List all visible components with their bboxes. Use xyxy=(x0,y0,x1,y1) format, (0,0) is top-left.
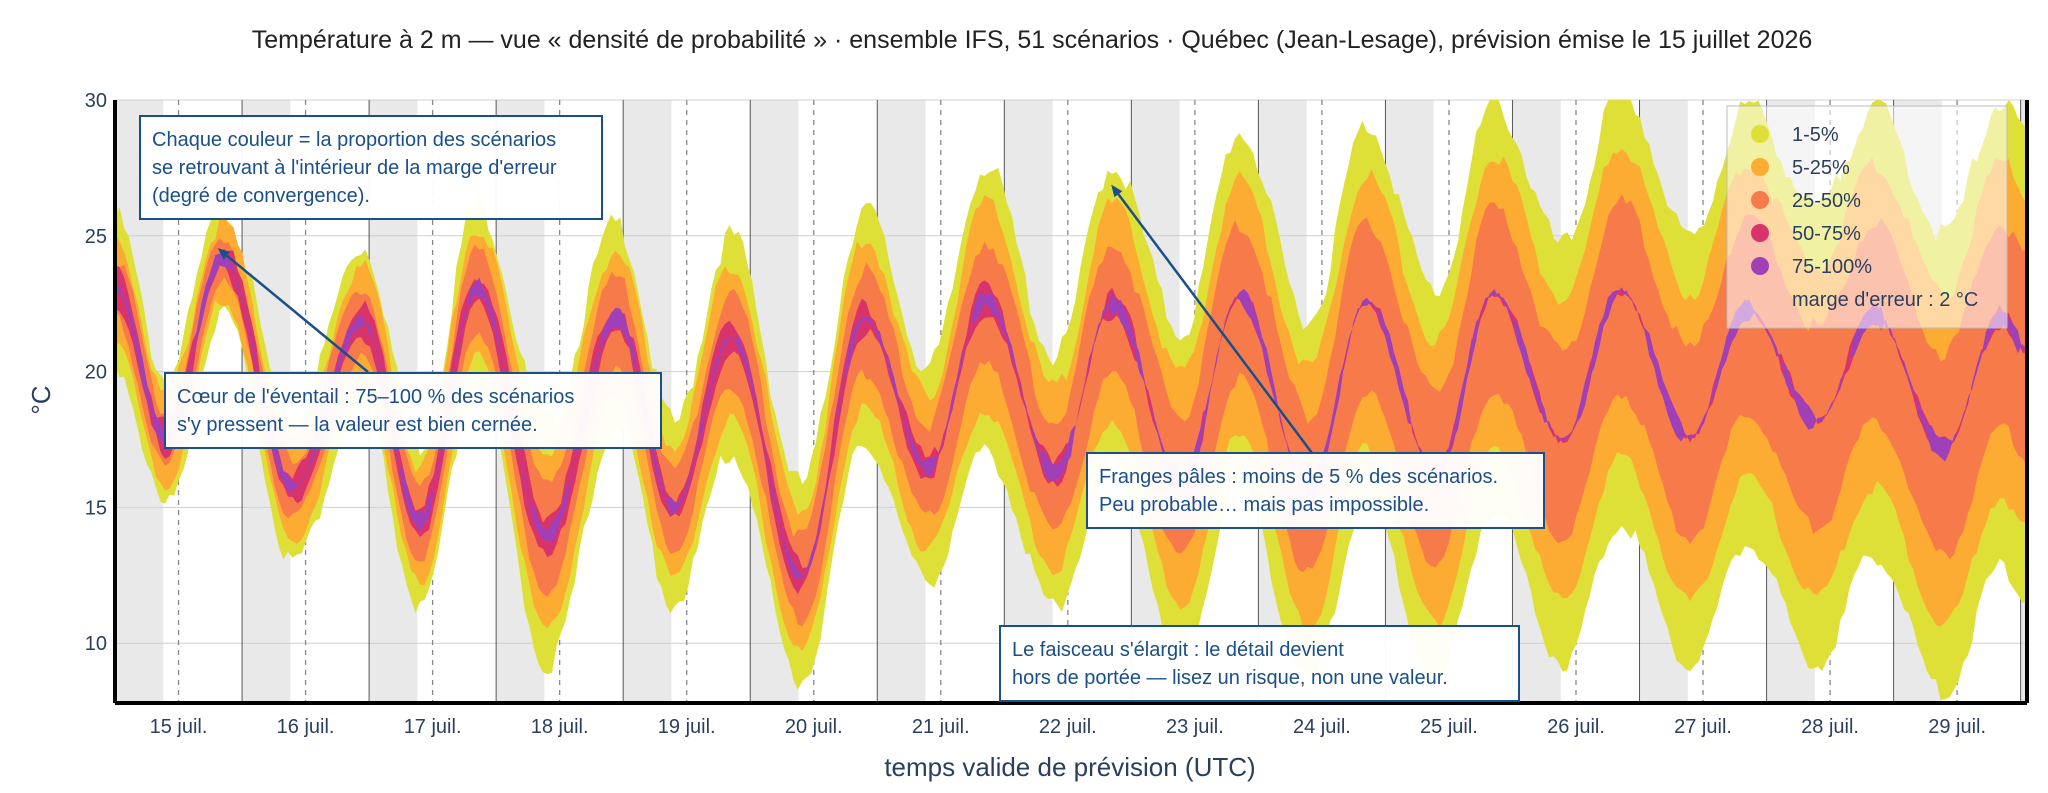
annotation-box xyxy=(999,625,1520,702)
annotation-2: Cœur de l'éventail : 75–100 % des scénar… xyxy=(164,372,662,449)
legend-marker xyxy=(1751,125,1769,143)
annotation-box xyxy=(164,372,662,449)
legend-label: 25-50% xyxy=(1792,190,1861,212)
annotation-text: se retrouvant à l'intérieur de la marge … xyxy=(152,157,557,179)
x-tick-label: 20 juil. xyxy=(785,716,843,738)
y-tick-label: 10 xyxy=(85,633,107,655)
annotation-box xyxy=(1086,452,1545,529)
y-tick-labels: 10 15 20 25 30 xyxy=(85,90,107,655)
density-band-25-50pct xyxy=(115,194,2027,627)
legend-marker xyxy=(1751,257,1769,275)
y-tick-label: 20 xyxy=(85,362,107,384)
annotation-text: Peu probable… mais pas impossible. xyxy=(1099,494,1429,516)
legend-label: 1-5% xyxy=(1792,124,1839,146)
x-tick-labels: 15 juil. 16 juil. 17 juil. 18 juil. 19 juil.… xyxy=(150,716,1986,738)
x-tick-label: 23 juil. xyxy=(1166,716,1224,738)
legend-marker xyxy=(1751,191,1769,209)
y-axis-label: °C xyxy=(26,385,56,414)
legend-marker xyxy=(1751,158,1769,176)
x-tick-label: 17 juil. xyxy=(404,716,462,738)
legend-marker xyxy=(1751,224,1769,242)
x-tick-label: 21 juil. xyxy=(912,716,970,738)
annotation-arrow xyxy=(217,248,369,373)
y-tick-label: 30 xyxy=(85,90,107,112)
annotation-box xyxy=(139,115,603,220)
x-tick-label: 29 juil. xyxy=(1928,716,1986,738)
legend-box xyxy=(1726,105,2008,329)
x-tick-label: 15 juil. xyxy=(150,716,208,738)
annotation-text: (degré de convergence). xyxy=(152,185,370,207)
annotation-text: Cœur de l'éventail : 75–100 % des scénar… xyxy=(177,386,574,408)
density-bands xyxy=(115,100,2027,700)
y-tick-label: 15 xyxy=(85,497,107,519)
x-tick-label: 26 juil. xyxy=(1547,716,1605,738)
legend-label: 75-100% xyxy=(1792,256,1872,278)
legend-label: 5-25% xyxy=(1792,157,1850,179)
annotation-3: Franges pâles : moins de 5 % des scénari… xyxy=(1086,452,1545,529)
x-tick-label: 18 juil. xyxy=(531,716,589,738)
x-tick-label: 16 juil. xyxy=(277,716,335,738)
y-tick-label: 25 xyxy=(85,226,107,248)
annotation-text: Franges pâles : moins de 5 % des scénari… xyxy=(1099,466,1498,488)
legend-label: 50-75% xyxy=(1792,223,1861,245)
annotation-4: Le faisceau s'élargit : le détail devien… xyxy=(999,625,1520,702)
x-tick-label: 22 juil. xyxy=(1039,716,1097,738)
annotation-1: Chaque couleur = la proportion des scéna… xyxy=(139,115,603,220)
legend: 1-5% 5-25% 25-50% 50-75% 75-100% marge d'erre… xyxy=(1726,105,2008,329)
legend-note: marge d'erreur : 2 °C xyxy=(1792,289,1978,311)
x-tick-label: 25 juil. xyxy=(1420,716,1478,738)
x-tick-label: 27 juil. xyxy=(1674,716,1732,738)
annotation-text: hors de portée — lisez un risque, non un… xyxy=(1012,667,1448,689)
chart-title: Température à 2 m — vue « densité de pro… xyxy=(252,26,1813,54)
annotation-text: s'y pressent — la valeur est bien cernée… xyxy=(177,414,538,436)
annotation-arrow xyxy=(1111,184,1314,454)
annotations: Chaque couleur = la proportion des scéna… xyxy=(139,115,1545,702)
annotation-text: Le faisceau s'élargit : le détail devien… xyxy=(1012,639,1344,661)
x-tick-label: 19 juil. xyxy=(658,716,716,738)
axes xyxy=(113,100,2029,705)
x-tick-label: 28 juil. xyxy=(1801,716,1859,738)
x-axis-label: temps valide de prévision (UTC) xyxy=(884,752,1255,782)
annotation-text: Chaque couleur = la proportion des scéna… xyxy=(152,129,556,151)
x-tick-label: 24 juil. xyxy=(1293,716,1351,738)
